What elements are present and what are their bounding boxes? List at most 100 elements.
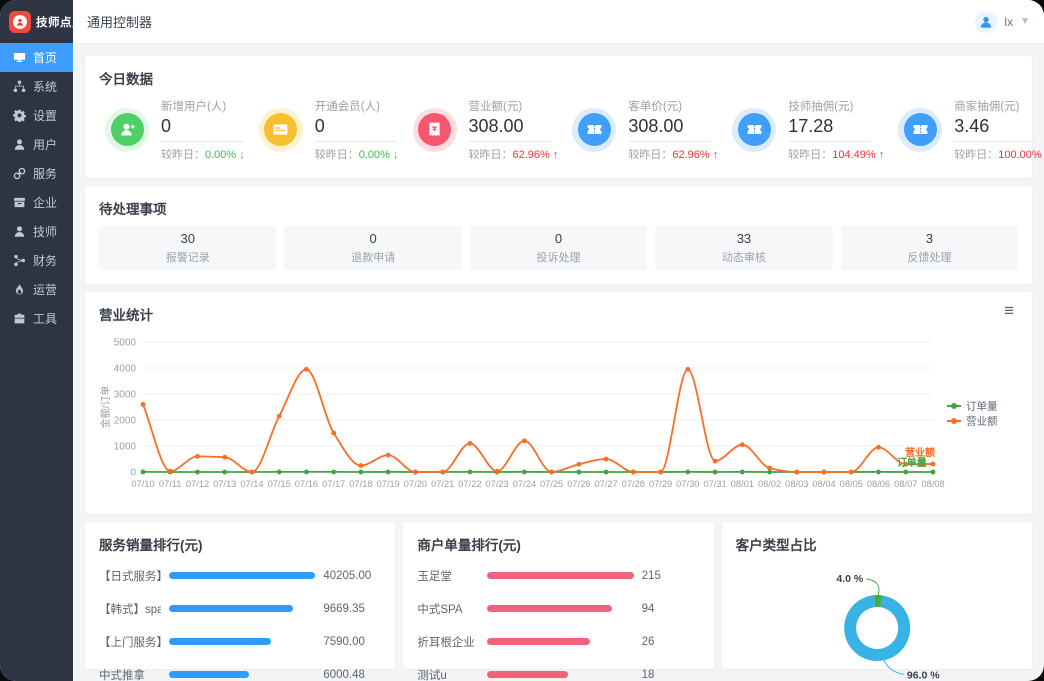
svg-text:07/30: 07/30 [676, 479, 699, 489]
divider [628, 140, 711, 142]
svg-text:1000: 1000 [114, 441, 137, 452]
rank-row: 【日式服务】... 40205.00 [99, 568, 381, 584]
rank-bar [169, 638, 315, 646]
rank-value: 9669.35 [323, 602, 365, 615]
pending-item-0[interactable]: 30 报警记录 [99, 225, 277, 270]
app-logo[interactable]: 技师点点 [0, 0, 84, 43]
svg-text:营业额: 营业额 [966, 414, 998, 427]
svg-text:08/06: 08/06 [867, 479, 890, 489]
svg-text:08/01: 08/01 [731, 479, 754, 489]
sidebar-item-services[interactable]: 服务 [0, 159, 73, 188]
sidebar-item-tools[interactable]: 工具 [0, 304, 73, 333]
sidebar-item-label: 首页 [33, 51, 58, 65]
pie-label-old: 4.0 % [836, 573, 864, 585]
pending-label: 退款申请 [351, 251, 396, 264]
sidebar-item-label: 运营 [33, 283, 58, 297]
svg-text:08/03: 08/03 [785, 479, 808, 489]
svg-text:07/18: 07/18 [349, 479, 372, 489]
sidebar-item-label: 设置 [33, 109, 58, 123]
sidebar-item-technicians[interactable]: 技师 [0, 217, 73, 246]
sidebar-item-operations[interactable]: 运营 [0, 275, 73, 304]
rank-bar [487, 605, 633, 613]
svg-text:07/23: 07/23 [485, 479, 508, 489]
sidebar-item-settings[interactable]: 设置 [0, 101, 73, 130]
stat-value: 308.00 [468, 116, 524, 136]
pending-item-4[interactable]: 3 反馈处理 [840, 225, 1019, 270]
service-ranking-card: 服务销量排行(元) 【日式服务】... 40205.00 【韩式】spa 9669.3… [85, 521, 396, 681]
rank-bar [487, 572, 634, 580]
rank-row: 折耳根企业 26 [417, 634, 699, 650]
stat-trend: 较昨日：0.00% ↓ [161, 148, 245, 161]
rank-row: 玉足堂 215 [417, 568, 699, 584]
svg-text:07/21: 07/21 [431, 479, 454, 489]
stat-card-3: 客单价(元) 308.00 较昨日：62.96% ↑ [558, 98, 718, 162]
stat-card-1: 开通会员(人) 0 较昨日：0.00% ↓ [245, 98, 399, 162]
user-icon [13, 138, 26, 151]
ticket-icon [898, 107, 943, 152]
today-data-title: 今日数据 [99, 72, 153, 87]
chevron-down-icon: ▼ [1020, 16, 1030, 27]
pending-item-2[interactable]: 0 投诉处理 [469, 225, 648, 270]
merchant-ranking-title: 商户单量排行(元) [417, 537, 521, 553]
svg-text:07/19: 07/19 [377, 479, 400, 489]
svg-text:07/31: 07/31 [703, 479, 726, 489]
sidebar-item-finance[interactable]: 财务 [0, 246, 73, 275]
rank-value: 40205.00 [323, 569, 372, 582]
service-ranking-title: 服务销量排行(元) [99, 537, 203, 553]
sidebar-item-home[interactable]: 首页 [0, 43, 73, 72]
svg-text:07/12: 07/12 [186, 479, 209, 489]
rank-label: 【日式服务】... [99, 570, 161, 583]
user-menu[interactable]: lx ▼ [975, 10, 1030, 33]
svg-text:07/28: 07/28 [622, 479, 645, 489]
app-logo-icon [9, 10, 31, 33]
member-card-icon [258, 107, 303, 152]
legend-item-订单量[interactable]: 订单量 [947, 400, 998, 412]
box-icon [13, 196, 26, 209]
top-bar: 通用控制器 lx ▼ [73, 0, 1044, 44]
sidebar-item-enterprise[interactable]: 企业 [0, 188, 73, 217]
stat-card-5: 商家抽佣(元) 3.46 较昨日：100.00% ↑ [884, 98, 1044, 162]
rank-label: 【上门服务】S... [99, 636, 161, 649]
user-add-icon [105, 107, 149, 152]
chart-menu-icon[interactable]: ≡ [1004, 301, 1014, 321]
divider [161, 140, 243, 142]
svg-text:5000: 5000 [114, 337, 137, 348]
gear-icon [13, 109, 26, 122]
sidebar-item-users[interactable]: 用户 [0, 130, 73, 159]
ticket-icon [732, 107, 777, 152]
pending-label: 报警记录 [165, 251, 210, 264]
app-logo-text: 技师点点 [36, 16, 84, 29]
line-chart[interactable]: 0 1000 2000 3000 4000 5000 07/10 07/11 07/12 07/1… [85, 330, 1032, 514]
pending-item-1[interactable]: 0 退款申请 [284, 225, 462, 270]
sidebar-menu: 首页系统设置用户 服务 企业技师财务运营工具 [0, 43, 73, 333]
stat-card-2: ¥ 营业额(元) 308.00 较昨日：62.96% ↑ [399, 98, 559, 162]
pending-item-3[interactable]: 33 动态审核 [655, 225, 833, 270]
rank-bar [487, 671, 633, 679]
pending-count: 33 [736, 230, 752, 246]
rank-value: 94 [641, 602, 655, 615]
svg-text:07/22: 07/22 [458, 479, 481, 489]
svg-text:3000: 3000 [114, 389, 137, 400]
stat-trend: 较昨日：104.49% ↑ [788, 148, 885, 161]
donut-chart: 4.0 %96.0 % 新客户老客户 [722, 560, 1032, 681]
customer-type-card: 客户类型占比 4.0 %96.0 % 新客户老客户 [721, 521, 1032, 681]
business-stats-title: 营业统计 [99, 307, 153, 323]
bottom-panels: 服务销量排行(元) 【日式服务】... 40205.00 【韩式】spa 9669.3… [85, 521, 1032, 681]
service-ranking-list: 【日式服务】... 40205.00 【韩式】spa 9669.35 【上门服务】S..… [85, 560, 395, 681]
svg-text:订单量: 订单量 [897, 456, 927, 469]
rank-bar [169, 671, 315, 679]
sidebar-item-system[interactable]: 系统 [0, 72, 73, 101]
person-icon [13, 225, 26, 238]
svg-text:07/26: 07/26 [567, 479, 590, 489]
revenue-receipt-icon: ¥ [412, 107, 457, 152]
svg-text:07/10: 07/10 [131, 479, 154, 489]
svg-text:08/04: 08/04 [812, 479, 835, 489]
stat-label: 开通会员(人) [314, 101, 380, 113]
pending-label: 投诉处理 [536, 251, 581, 264]
sidebar-item-label: 技师 [33, 225, 58, 239]
svg-text:金额/订单: 金额/订单 [99, 385, 112, 428]
rank-row: 中式推拿 6000.48 [99, 667, 381, 681]
legend-item-营业额[interactable]: 营业额 [947, 414, 998, 427]
stat-trend: 较昨日：62.96% ↑ [468, 148, 559, 161]
